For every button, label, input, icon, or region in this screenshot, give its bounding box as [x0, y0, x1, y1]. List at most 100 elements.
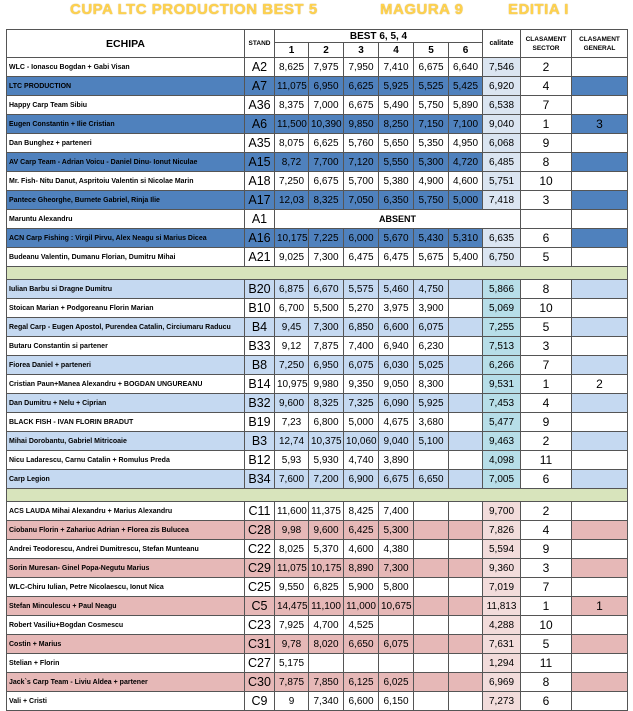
- manche-2-value: 7,300: [308, 317, 344, 337]
- manche-2-value: 7,875: [308, 336, 344, 356]
- clasament-sector: [520, 209, 572, 229]
- header-row: ECHIPA STAND BEST 6, 5, 4 calitate CLASA…: [6, 29, 628, 58]
- calitate-value: 5,866: [482, 279, 521, 299]
- stand-code: B3: [244, 431, 275, 451]
- manche-1-value: 6,875: [274, 279, 309, 299]
- clasament-sector: 11: [520, 450, 572, 470]
- manche-5-value: 5,750: [413, 95, 449, 115]
- team-name: Mihai Dorobantu, Gabriel Mitricoaie: [6, 431, 245, 451]
- manche-2-value: 10,175: [308, 558, 344, 578]
- calitate-value: 6,485: [482, 152, 521, 172]
- manche-3-value: 11,000: [343, 596, 379, 616]
- manche-5-value: [413, 615, 449, 635]
- team-name: Regal Carp - Eugen Apostol, Purendea Cat…: [6, 317, 245, 337]
- stand-code: B19: [244, 412, 275, 432]
- table-row: AV Carp Team - Adrian Voicu - Daniel Din…: [6, 152, 628, 172]
- manche-6-value: [448, 431, 483, 451]
- calitate-value: 4,288: [482, 615, 521, 635]
- table-row: Nicu Ladarescu, Carnu Catalin + Romulus …: [6, 450, 628, 470]
- team-name: Robert Vasiliu+Bogdan Cosmescu: [6, 615, 245, 635]
- stand-code: A15: [244, 152, 275, 172]
- clasament-general: [571, 672, 628, 692]
- manche-1-value: 5,93: [274, 450, 309, 470]
- manche-5-value: [413, 596, 449, 616]
- clasament-general: [571, 57, 628, 77]
- manche-1-value: 14,475: [274, 596, 309, 616]
- table-row: Ciobanu Florin + Zahariuc Adrian + Flore…: [6, 520, 628, 540]
- manche-6-value: [448, 501, 483, 521]
- table-row: BLACK FISH - IVAN FLORIN BRADUT B19 7,23 6,…: [6, 412, 628, 432]
- table-row: Budeanu Valentin, Dumanu Florian, Dumitr…: [6, 247, 628, 267]
- manche-2-value: 7,975: [308, 57, 344, 77]
- manche-2-value: 6,675: [308, 171, 344, 191]
- calitate-value: 7,273: [482, 691, 521, 711]
- manche-2-value: 6,950: [308, 355, 344, 375]
- manche-6-value: 5,425: [448, 76, 483, 96]
- manche-1-value: 6,700: [274, 298, 309, 318]
- manche-6-value: [448, 691, 483, 711]
- manche-3-value: 6,000: [343, 228, 379, 248]
- team-name: Nicu Ladarescu, Carnu Catalin + Romulus …: [6, 450, 245, 470]
- manche-6-value: 7,100: [448, 114, 483, 134]
- clasament-general: [571, 615, 628, 635]
- clasament-general: [571, 228, 628, 248]
- manche-2-value: 11,100: [308, 596, 344, 616]
- stand-code: C31: [244, 634, 275, 654]
- team-name: Vali + Cristi: [6, 691, 245, 711]
- manche-2-value: 6,825: [308, 577, 344, 597]
- manche-6-value: [448, 539, 483, 559]
- calitate-header: calitate: [482, 29, 521, 58]
- manche-5-value: [413, 501, 449, 521]
- team-name: Dan Dumitru + Nelu + Ciprian: [6, 393, 245, 413]
- manche-1-value: 9: [274, 691, 309, 711]
- calitate-value: 7,631: [482, 634, 521, 654]
- manche-2-value: 8,325: [308, 190, 344, 210]
- manche-5-value: 7,150: [413, 114, 449, 134]
- manche-1-value: 9,12: [274, 336, 309, 356]
- team-name: Butaru Constantin si partener: [6, 336, 245, 356]
- team-name: Sorin Muresan- Ginel Popa-Negutu Marius: [6, 558, 245, 578]
- manche-2-value: 6,950: [308, 76, 344, 96]
- manche-1-value: 8,025: [274, 539, 309, 559]
- clasament-sector: 2: [520, 501, 572, 521]
- manche-3-value: 5,575: [343, 279, 379, 299]
- calitate-value: 7,513: [482, 336, 521, 356]
- manche-4-value: 5,460: [378, 279, 414, 299]
- sector-separator: [6, 266, 628, 280]
- manche-5-value: 6,230: [413, 336, 449, 356]
- manche-4-value: 6,350: [378, 190, 414, 210]
- table-row: Pantece Gheorghe, Burnete Gabriel, Rinja…: [6, 190, 628, 210]
- manche-6-value: [448, 634, 483, 654]
- clasament-sector: 4: [520, 76, 572, 96]
- manche-5-value: 5,430: [413, 228, 449, 248]
- team-name: Andrei Teodorescu, Andrei Dumitrescu, St…: [6, 539, 245, 559]
- stand-code: B34: [244, 469, 275, 489]
- manche-4-value: 5,550: [378, 152, 414, 172]
- stand-code: C28: [244, 520, 275, 540]
- manche-6-value: [448, 355, 483, 375]
- manche-2-value: 5,500: [308, 298, 344, 318]
- manche-6-value: 5,400: [448, 247, 483, 267]
- clasament-sector: 5: [520, 247, 572, 267]
- clasament-general: [571, 450, 628, 470]
- clasament-general: [571, 76, 628, 96]
- stand-code: C5: [244, 596, 275, 616]
- manche-6-value: 5,310: [448, 228, 483, 248]
- manche-6-value: [448, 469, 483, 489]
- table-row: Mihai Dorobantu, Gabriel Mitricoaie B3 12,…: [6, 431, 628, 451]
- manche-6-value: 5,000: [448, 190, 483, 210]
- clasament-general: [571, 431, 628, 451]
- table-row: Dan Dumitru + Nelu + Ciprian B32 9,600 8,32…: [6, 393, 628, 413]
- stand-code: A21: [244, 247, 275, 267]
- clasament-general: [571, 209, 628, 229]
- clasament-general: 1: [571, 596, 628, 616]
- stand-code: B14: [244, 374, 275, 394]
- manche-4-value: 7,410: [378, 57, 414, 77]
- page-header: CUPA LTC PRODUCTION BEST 5 MAGURA 9 EDIT…: [0, 0, 633, 24]
- clasament-general: [571, 355, 628, 375]
- absent-label: ABSENT: [274, 209, 521, 229]
- manche-5-value: 6,675: [413, 57, 449, 77]
- team-name: Stoican Marian + Podgoreanu Florin Maria…: [6, 298, 245, 318]
- manche-2-value: 11,375: [308, 501, 344, 521]
- stand-code: C22: [244, 539, 275, 559]
